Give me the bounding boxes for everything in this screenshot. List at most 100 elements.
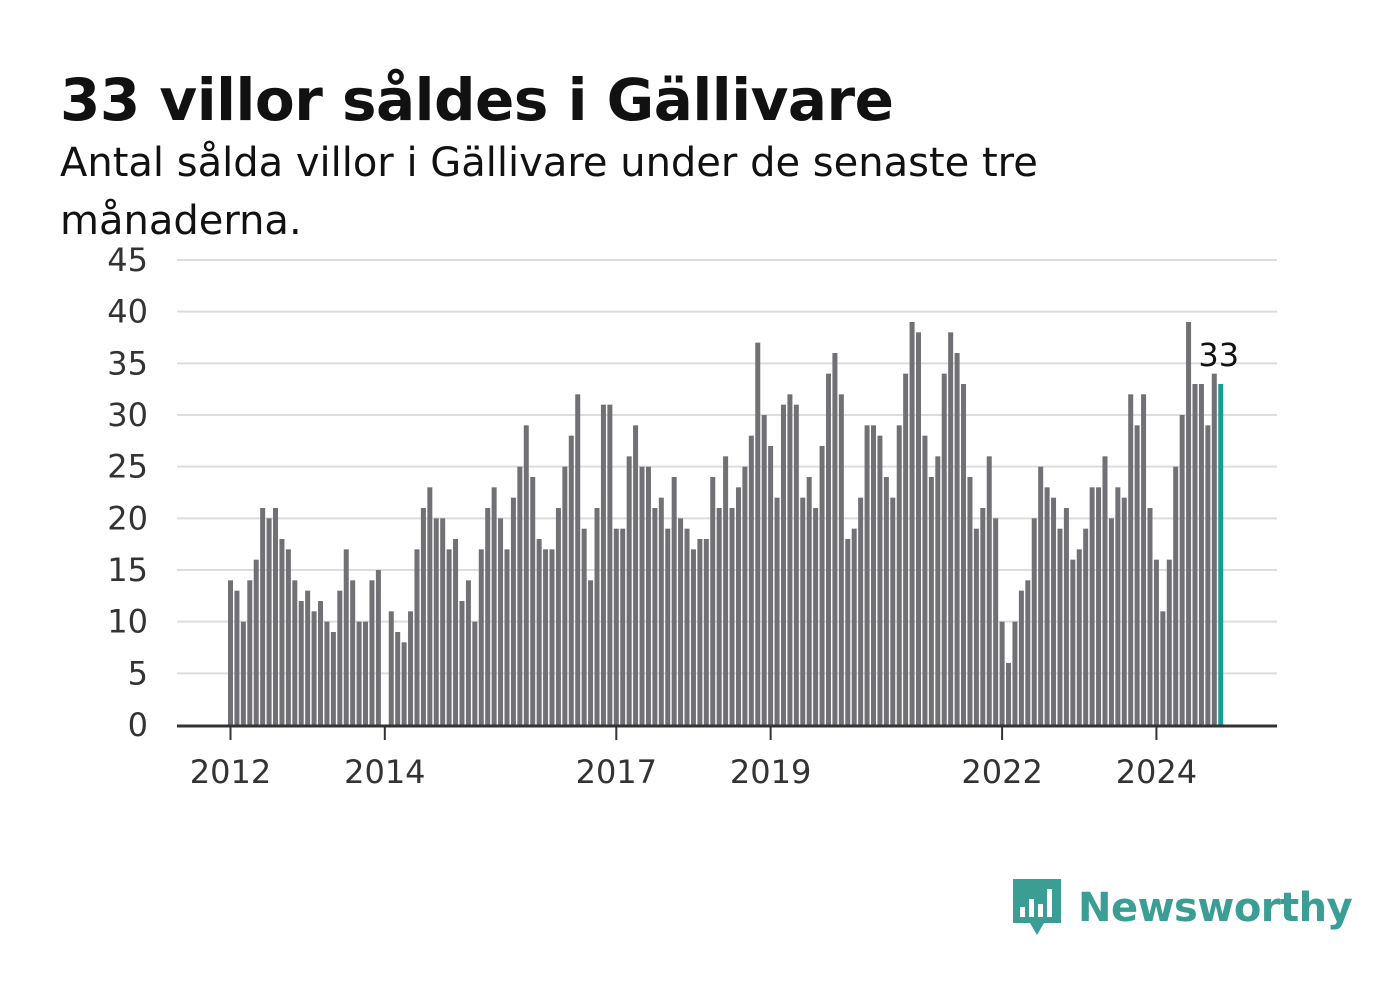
bar (459, 601, 465, 725)
bar (330, 632, 336, 725)
bar (845, 539, 851, 725)
bar (935, 456, 941, 725)
bar (588, 580, 594, 725)
bar (793, 404, 799, 725)
bar (1018, 590, 1024, 725)
bar (755, 342, 761, 725)
bar (871, 425, 876, 725)
bar (420, 508, 426, 725)
bar (311, 611, 317, 725)
bar-highlight (1218, 384, 1224, 725)
bar (922, 435, 928, 725)
bar (298, 601, 304, 725)
x-tick-label: 2024 (1116, 753, 1197, 791)
bar (954, 353, 960, 725)
bar (1147, 508, 1153, 725)
bar (1153, 559, 1159, 725)
bar (408, 611, 414, 725)
bar (658, 497, 664, 725)
y-tick-label: 40 (107, 293, 148, 331)
bar (543, 549, 549, 725)
bar (600, 404, 606, 725)
bar (1070, 559, 1076, 725)
bar (980, 508, 986, 725)
bar (343, 549, 349, 725)
bar (948, 332, 954, 725)
bar (1076, 549, 1082, 725)
y-tick-label: 25 (107, 448, 148, 486)
y-axis-ticks: 0 5 10 15 20 25 30 35 40 45 (107, 241, 148, 744)
bar (973, 528, 979, 725)
x-tick-label: 2019 (730, 753, 811, 791)
bar (266, 518, 272, 725)
bar (1089, 487, 1095, 725)
bar (273, 508, 279, 725)
bar (613, 528, 619, 725)
bar (1044, 487, 1050, 725)
bar (716, 508, 722, 725)
bar (363, 621, 369, 725)
bars (228, 322, 1224, 725)
bar (986, 456, 992, 725)
bar (234, 590, 240, 725)
x-axis-ticks: 2012 2014 2017 2019 2022 2024 (190, 726, 1197, 791)
bar (324, 621, 330, 725)
bar (1166, 559, 1172, 725)
bar (388, 611, 394, 725)
bar (285, 549, 291, 725)
bar (684, 528, 690, 725)
bar (337, 590, 343, 725)
bar (620, 528, 626, 725)
bar (626, 456, 632, 725)
y-tick-label: 20 (107, 499, 148, 537)
bar (472, 621, 478, 725)
bar (678, 518, 684, 725)
bar (1108, 518, 1114, 725)
bar (247, 580, 253, 725)
bar (465, 580, 471, 725)
bar (1102, 456, 1108, 725)
bar (498, 518, 504, 725)
bar (562, 466, 568, 725)
bar (800, 497, 806, 725)
bar (575, 394, 581, 725)
bar (433, 518, 439, 725)
bar (993, 518, 999, 725)
y-tick-label: 0 (128, 706, 148, 744)
bar (1063, 508, 1069, 725)
bar (453, 539, 459, 725)
y-tick-label: 10 (107, 603, 148, 641)
bar (883, 477, 889, 725)
bar (478, 549, 484, 725)
bar (832, 353, 838, 725)
annotations: 33 (1198, 336, 1239, 374)
bar (665, 528, 671, 725)
bar (491, 487, 497, 725)
highlight-value-label: 33 (1198, 336, 1239, 374)
bar (768, 446, 774, 725)
bar (1141, 394, 1147, 725)
bar (697, 539, 703, 725)
bar (639, 466, 645, 725)
bar (896, 425, 902, 725)
bar (903, 373, 909, 725)
bar (1115, 487, 1121, 725)
bar (742, 466, 748, 725)
y-tick-label: 15 (107, 551, 148, 589)
bar (555, 508, 561, 725)
bar (1096, 487, 1102, 725)
bar (877, 435, 883, 725)
x-tick-label: 2022 (961, 753, 1042, 791)
bar (967, 477, 973, 725)
chart-title: 33 villor såldes i Gällivare (60, 66, 894, 134)
bar (916, 332, 922, 725)
bar (1057, 528, 1063, 725)
bar (735, 487, 741, 725)
brand-logo[interactable]: Newsworthy (1010, 876, 1353, 940)
bar (375, 570, 381, 725)
bar (941, 373, 947, 725)
bar (1083, 528, 1089, 725)
bar (517, 466, 523, 725)
bar (318, 601, 324, 725)
